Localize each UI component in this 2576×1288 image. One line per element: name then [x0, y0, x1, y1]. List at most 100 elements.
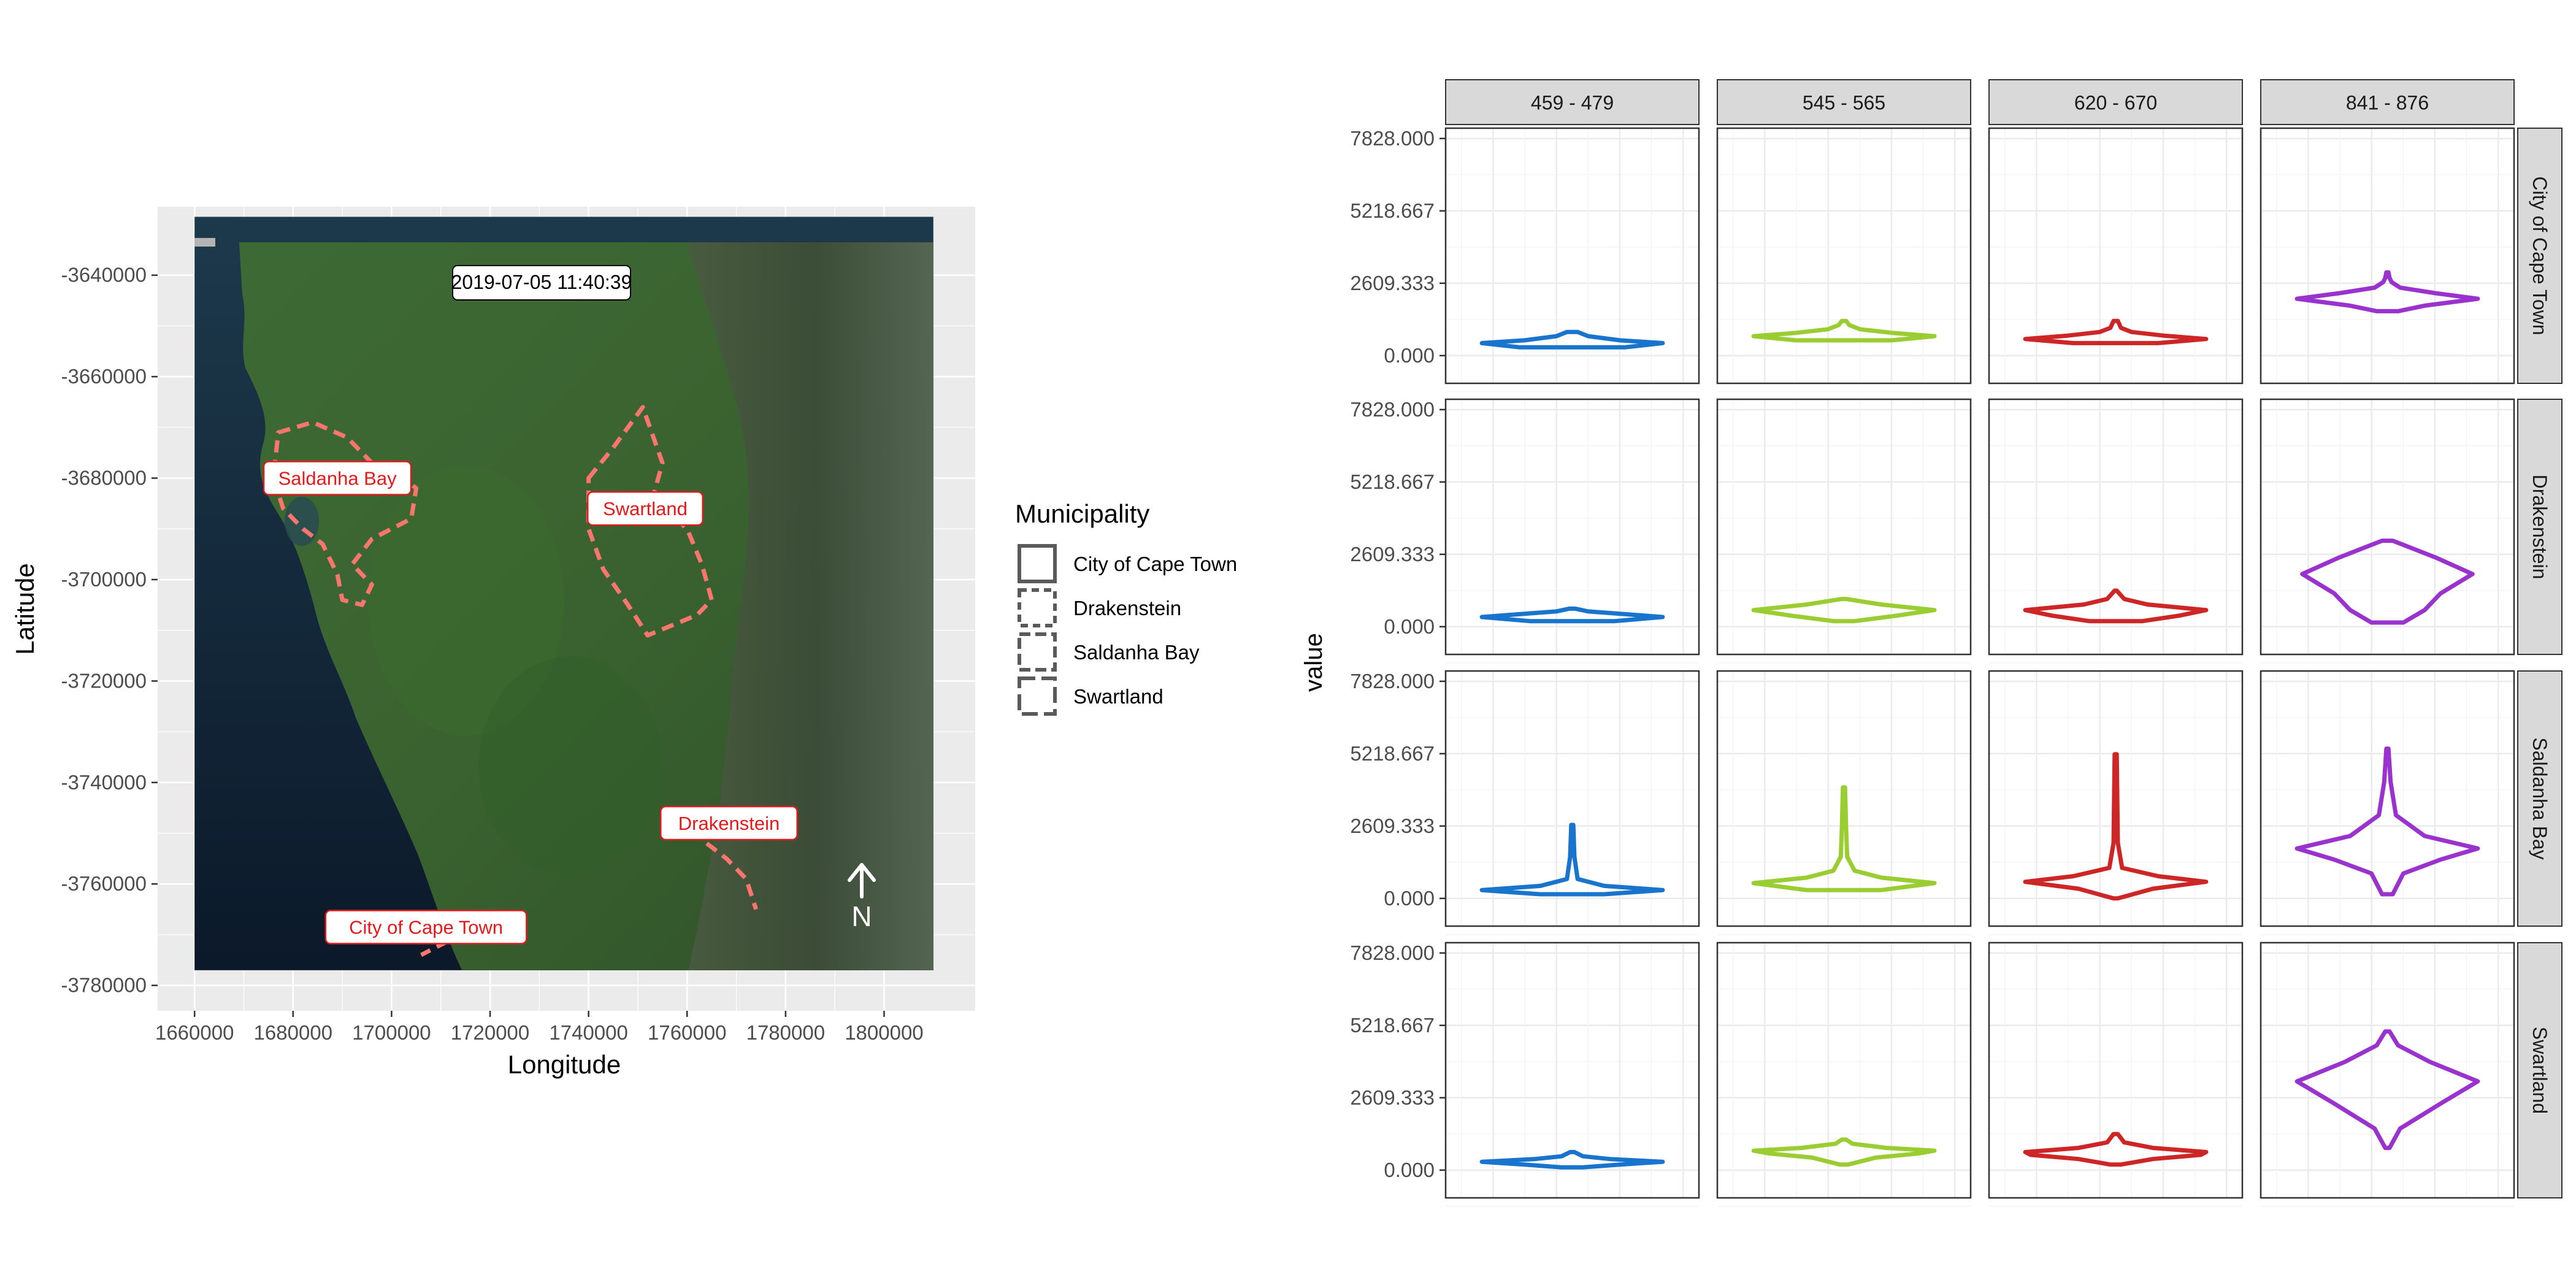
facet-column-label: 459 - 479 [1531, 92, 1614, 114]
panel-background [2261, 671, 2514, 926]
violin [1479, 606, 1665, 624]
facet-strip-top [1717, 79, 1971, 125]
violin [2294, 1029, 2480, 1151]
legend-item-label: Swartland [1073, 685, 1163, 708]
legend-item-label: Saldanha Bay [1073, 641, 1200, 664]
timestamp-label: 2019-07-05 11:40:39 [451, 265, 632, 301]
facet-strip-top [1988, 79, 2243, 125]
timestamp-text: 2019-07-05 11:40:39 [451, 271, 632, 293]
region-label: Swartland [586, 491, 703, 526]
violin-y-tick-label: 7828.000 [1350, 670, 1435, 692]
panel-border [2260, 670, 2515, 927]
panel-border [1716, 941, 1972, 1199]
violin [2023, 318, 2209, 345]
panel-background [1446, 671, 1699, 926]
facet-panel [1444, 398, 1700, 664]
legend-item-label: City of Cape Town [1073, 553, 1237, 575]
map-y-tick-label: -3660000 [61, 365, 147, 388]
region-label-box [263, 461, 412, 496]
map-x-tick-label: 1800000 [845, 1021, 923, 1044]
panel-border [1444, 670, 1700, 927]
vegetation-patch [478, 656, 662, 877]
region-outline [271, 420, 419, 607]
panel-background [2261, 943, 2514, 1198]
violin-y-tick-label: 2609.333 [1350, 815, 1435, 837]
panel-border [1716, 127, 1972, 385]
violin [1479, 1149, 1665, 1170]
facet-panel [1988, 941, 2244, 1207]
violin [2023, 1132, 2209, 1167]
map-x-tick-label: 1700000 [352, 1021, 431, 1044]
facet-panel [1444, 127, 1700, 393]
map-x-tick-label: 1760000 [648, 1021, 726, 1044]
facet-strip-side [2517, 670, 2563, 927]
facet-row-label: Saldanha Bay [2529, 737, 2551, 859]
map-x-axis: 1660000 1680000 1700000 1720000 1740000 17600… [155, 1011, 924, 1044]
region-label-box [659, 805, 798, 841]
facet-strip-side [2517, 128, 2563, 384]
facet-panel [2260, 670, 2515, 935]
panel-border [1988, 398, 2244, 656]
mountain-area [687, 242, 933, 970]
facet-panel [1716, 670, 1972, 935]
legend-title: Municipality [1015, 499, 1149, 528]
region-label-text: City of Cape Town [349, 917, 503, 938]
facet-strip-top [2260, 79, 2515, 125]
panel-border [1988, 670, 2244, 927]
facet-panel [1988, 127, 2244, 393]
panel-border [1444, 941, 1700, 1199]
facet-panel [1988, 398, 2244, 664]
north-arrow-icon [848, 863, 876, 899]
panel-background [1717, 943, 1971, 1198]
raster-corner-marker [194, 238, 215, 247]
region-label-text: Drakenstein [678, 813, 780, 834]
panel-border [1444, 127, 1700, 385]
legend-key [1018, 632, 1057, 672]
violin [1751, 597, 1937, 624]
map-y-tick-label: -3720000 [61, 669, 147, 692]
violin-y-tick-label: 2609.333 [1350, 543, 1435, 565]
violin [1479, 822, 1665, 897]
facet-panel [2260, 941, 2515, 1207]
facet-panel [1716, 941, 1972, 1207]
legend-key [1018, 544, 1057, 583]
panel-background [1446, 399, 1699, 654]
map-x-tick-label: 1740000 [549, 1021, 627, 1044]
map-y-tick-label: -3640000 [61, 264, 147, 286]
violin [2023, 588, 2209, 624]
panel-background [1446, 943, 1699, 1198]
map-y-axis: -3640000 -3660000 -3680000 -3700000 -3720000… [61, 264, 158, 997]
violin-y-tick-label: 0.000 [1384, 1159, 1435, 1181]
violin [1751, 1137, 1937, 1167]
facet-panel [1444, 941, 1700, 1207]
north-arrow: N [848, 863, 876, 932]
facet-row-label: Swartland [2529, 1027, 2551, 1114]
region-label-box [586, 491, 703, 526]
violin [1751, 785, 1937, 892]
violin-y-tick-label: 2609.333 [1350, 272, 1435, 294]
region-label: City of Cape Town [324, 910, 527, 945]
panel-border [1716, 398, 1972, 656]
panel-border [2260, 127, 2515, 385]
map-y-tick-label: -3700000 [61, 568, 147, 591]
lagoon [285, 497, 319, 546]
violin-y-tick-label: 0.000 [1384, 887, 1435, 910]
facet-panel [1716, 127, 1972, 393]
facet-column-label: 841 - 876 [2346, 92, 2429, 114]
violin [2294, 270, 2480, 313]
vegetation-patch [368, 466, 564, 736]
violin-chart: value 459 - 479 545 - 565 620 - 670 841 - 8… [1300, 79, 2563, 1207]
legend: Municipality City of Cape Town Drakenstei… [1015, 499, 1237, 716]
panel-background [2261, 128, 2514, 383]
facet-row-label: Drakenstein [2529, 475, 2551, 580]
region-label-text: Swartland [603, 498, 688, 519]
facet-panel [1988, 670, 2244, 935]
violin-y-tick-label: 7828.000 [1350, 398, 1435, 421]
legend-key [1018, 588, 1057, 627]
violin-y-axis-title: value [1300, 633, 1327, 692]
facet-row-label: City of Cape Town [2529, 176, 2551, 335]
panel-border [1988, 941, 2244, 1199]
violin-y-tick-label: 7828.000 [1350, 127, 1435, 150]
violin-y-tick-label: 5218.667 [1350, 742, 1435, 765]
panel-border [2260, 398, 2515, 656]
